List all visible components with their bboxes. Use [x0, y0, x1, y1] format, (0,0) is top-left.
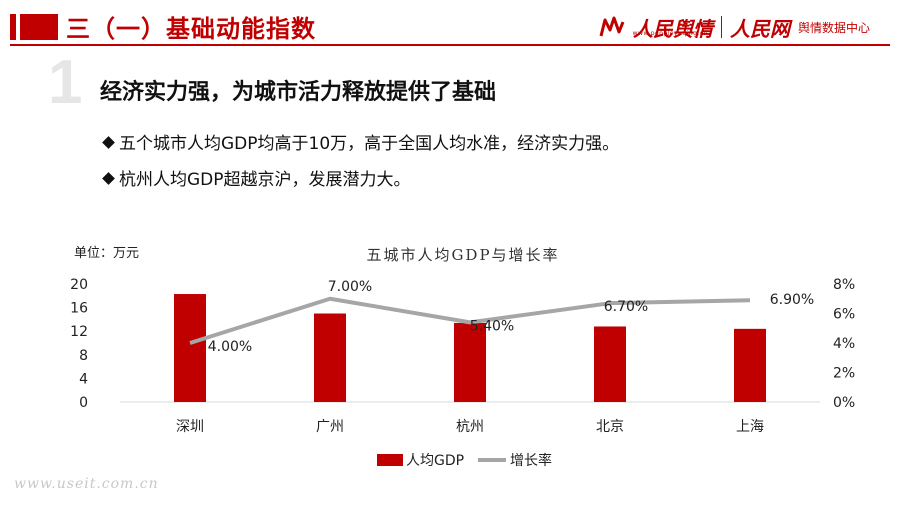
bullet-item: 杭州人均GDP超越京沪，发展潜力大。: [102, 168, 619, 204]
x-tick-label: 广州: [316, 419, 344, 435]
bullet-item: 五个城市人均GDP均高于10万，高于全国人均水准，经济实力强。: [102, 132, 620, 168]
growth-data-label: 7.00%: [328, 279, 372, 295]
logo-divider: [720, 16, 722, 38]
growth-data-label: 4.00%: [208, 339, 252, 355]
page-title: 三（一）基础动能指数: [66, 15, 316, 43]
y-left-tick-label: 16: [70, 301, 88, 317]
bar-杭州: [454, 322, 486, 402]
chart-title: 五城市人均GDP与增长率: [366, 246, 559, 264]
growth-rate-line: [189, 296, 751, 345]
people-logo-icon: [599, 16, 625, 37]
growth-data-label: 6.70%: [604, 299, 648, 315]
title-accent-bar: [10, 14, 58, 40]
x-tick-label: 深圳: [176, 419, 204, 435]
y-right-tick-label: 8%: [833, 277, 855, 293]
y-right-tick-label: 6%: [833, 307, 855, 323]
growth-data-label: 6.90%: [770, 292, 814, 308]
y-right-tick-label: 2%: [833, 366, 855, 382]
bullet-list: 五个城市人均GDP均高于10万，高于全国人均水准，经济实力强。 杭州人均GDP超…: [102, 132, 620, 204]
x-tick-label: 上海: [736, 419, 764, 435]
bar-广州: [314, 313, 346, 402]
y-left-tick-label: 20: [70, 277, 88, 293]
bullet-text: 杭州人均GDP超越京沪，发展潜力大。: [119, 170, 411, 190]
x-tick-label: 杭州: [456, 419, 484, 435]
legend-line-label: 增长率: [510, 452, 552, 469]
logo-tertiary: 舆情数据中心: [797, 20, 870, 35]
chart-unit-label: 单位：万元: [74, 246, 139, 261]
watermark: www.useit.com.cn: [14, 476, 159, 492]
section-number: 1: [48, 48, 83, 117]
legend-bar-label: 人均GDP: [406, 453, 464, 469]
legend-bar-swatch: [377, 454, 403, 466]
y-left-tick-label: 12: [70, 324, 88, 340]
logo-url: www.peopleyuqing.cn: [632, 30, 708, 37]
y-left-tick-label: 8: [79, 348, 88, 364]
logo-secondary: 人民网: [729, 16, 790, 41]
y-left-tick-label: 4: [79, 371, 88, 387]
x-tick-label: 北京: [596, 419, 624, 435]
y-right-tick-label: 4%: [833, 336, 855, 352]
logo-primary: 人民舆情: [632, 16, 713, 41]
bullet-text: 五个城市人均GDP均高于10万，高于全国人均水准，经济实力强。: [119, 134, 620, 154]
y-right-tick-label: 0%: [833, 395, 855, 411]
section-heading: 经济实力强，为城市活力释放提供了基础: [100, 80, 497, 105]
title-divider: [10, 44, 890, 46]
brand-logos: 人民舆情 人民网 舆情数据中心: [599, 12, 870, 42]
bar-上海: [734, 328, 766, 402]
bar-深圳: [174, 294, 206, 402]
bar-北京: [594, 326, 626, 402]
y-left-tick-label: 0: [79, 395, 88, 411]
growth-data-label: 5.40%: [470, 318, 514, 334]
